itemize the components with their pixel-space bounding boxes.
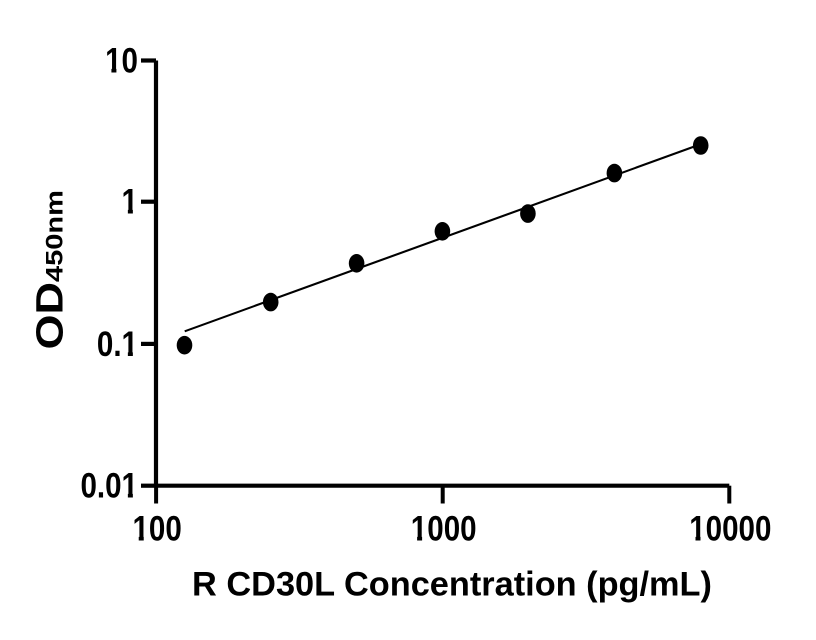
- svg-text:OD450nm: OD450nm: [28, 190, 71, 349]
- svg-text:R CD30L Concentration (pg/mL): R CD30L Concentration (pg/mL): [192, 565, 712, 603]
- svg-text:10000: 10000: [689, 509, 771, 548]
- svg-text:10: 10: [105, 41, 138, 80]
- svg-text:100: 100: [132, 509, 181, 548]
- svg-text:0.1: 0.1: [97, 325, 138, 364]
- svg-text:1000: 1000: [411, 509, 477, 548]
- svg-text:0.01: 0.01: [80, 466, 138, 505]
- svg-text:1: 1: [122, 182, 138, 221]
